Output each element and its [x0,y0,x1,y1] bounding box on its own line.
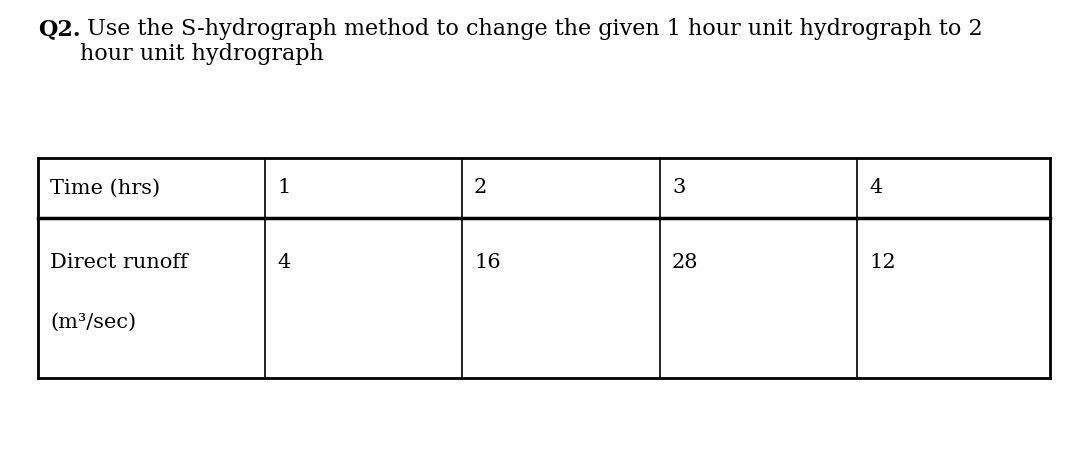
Text: 16: 16 [474,253,501,272]
Text: 3: 3 [672,179,686,197]
Text: 4: 4 [869,179,882,197]
Text: 2: 2 [474,179,487,197]
Text: Time (hrs): Time (hrs) [50,179,160,197]
Text: Use the S-hydrograph method to change the given 1 hour unit hydrograph to 2
hour: Use the S-hydrograph method to change th… [80,18,983,65]
Text: Direct runoff: Direct runoff [50,253,188,272]
Text: Q2.: Q2. [38,18,81,40]
Text: 12: 12 [869,253,895,272]
Text: (m³/sec): (m³/sec) [50,312,136,332]
Text: 4: 4 [276,253,291,272]
Text: 28: 28 [672,253,699,272]
Text: 1: 1 [276,179,291,197]
